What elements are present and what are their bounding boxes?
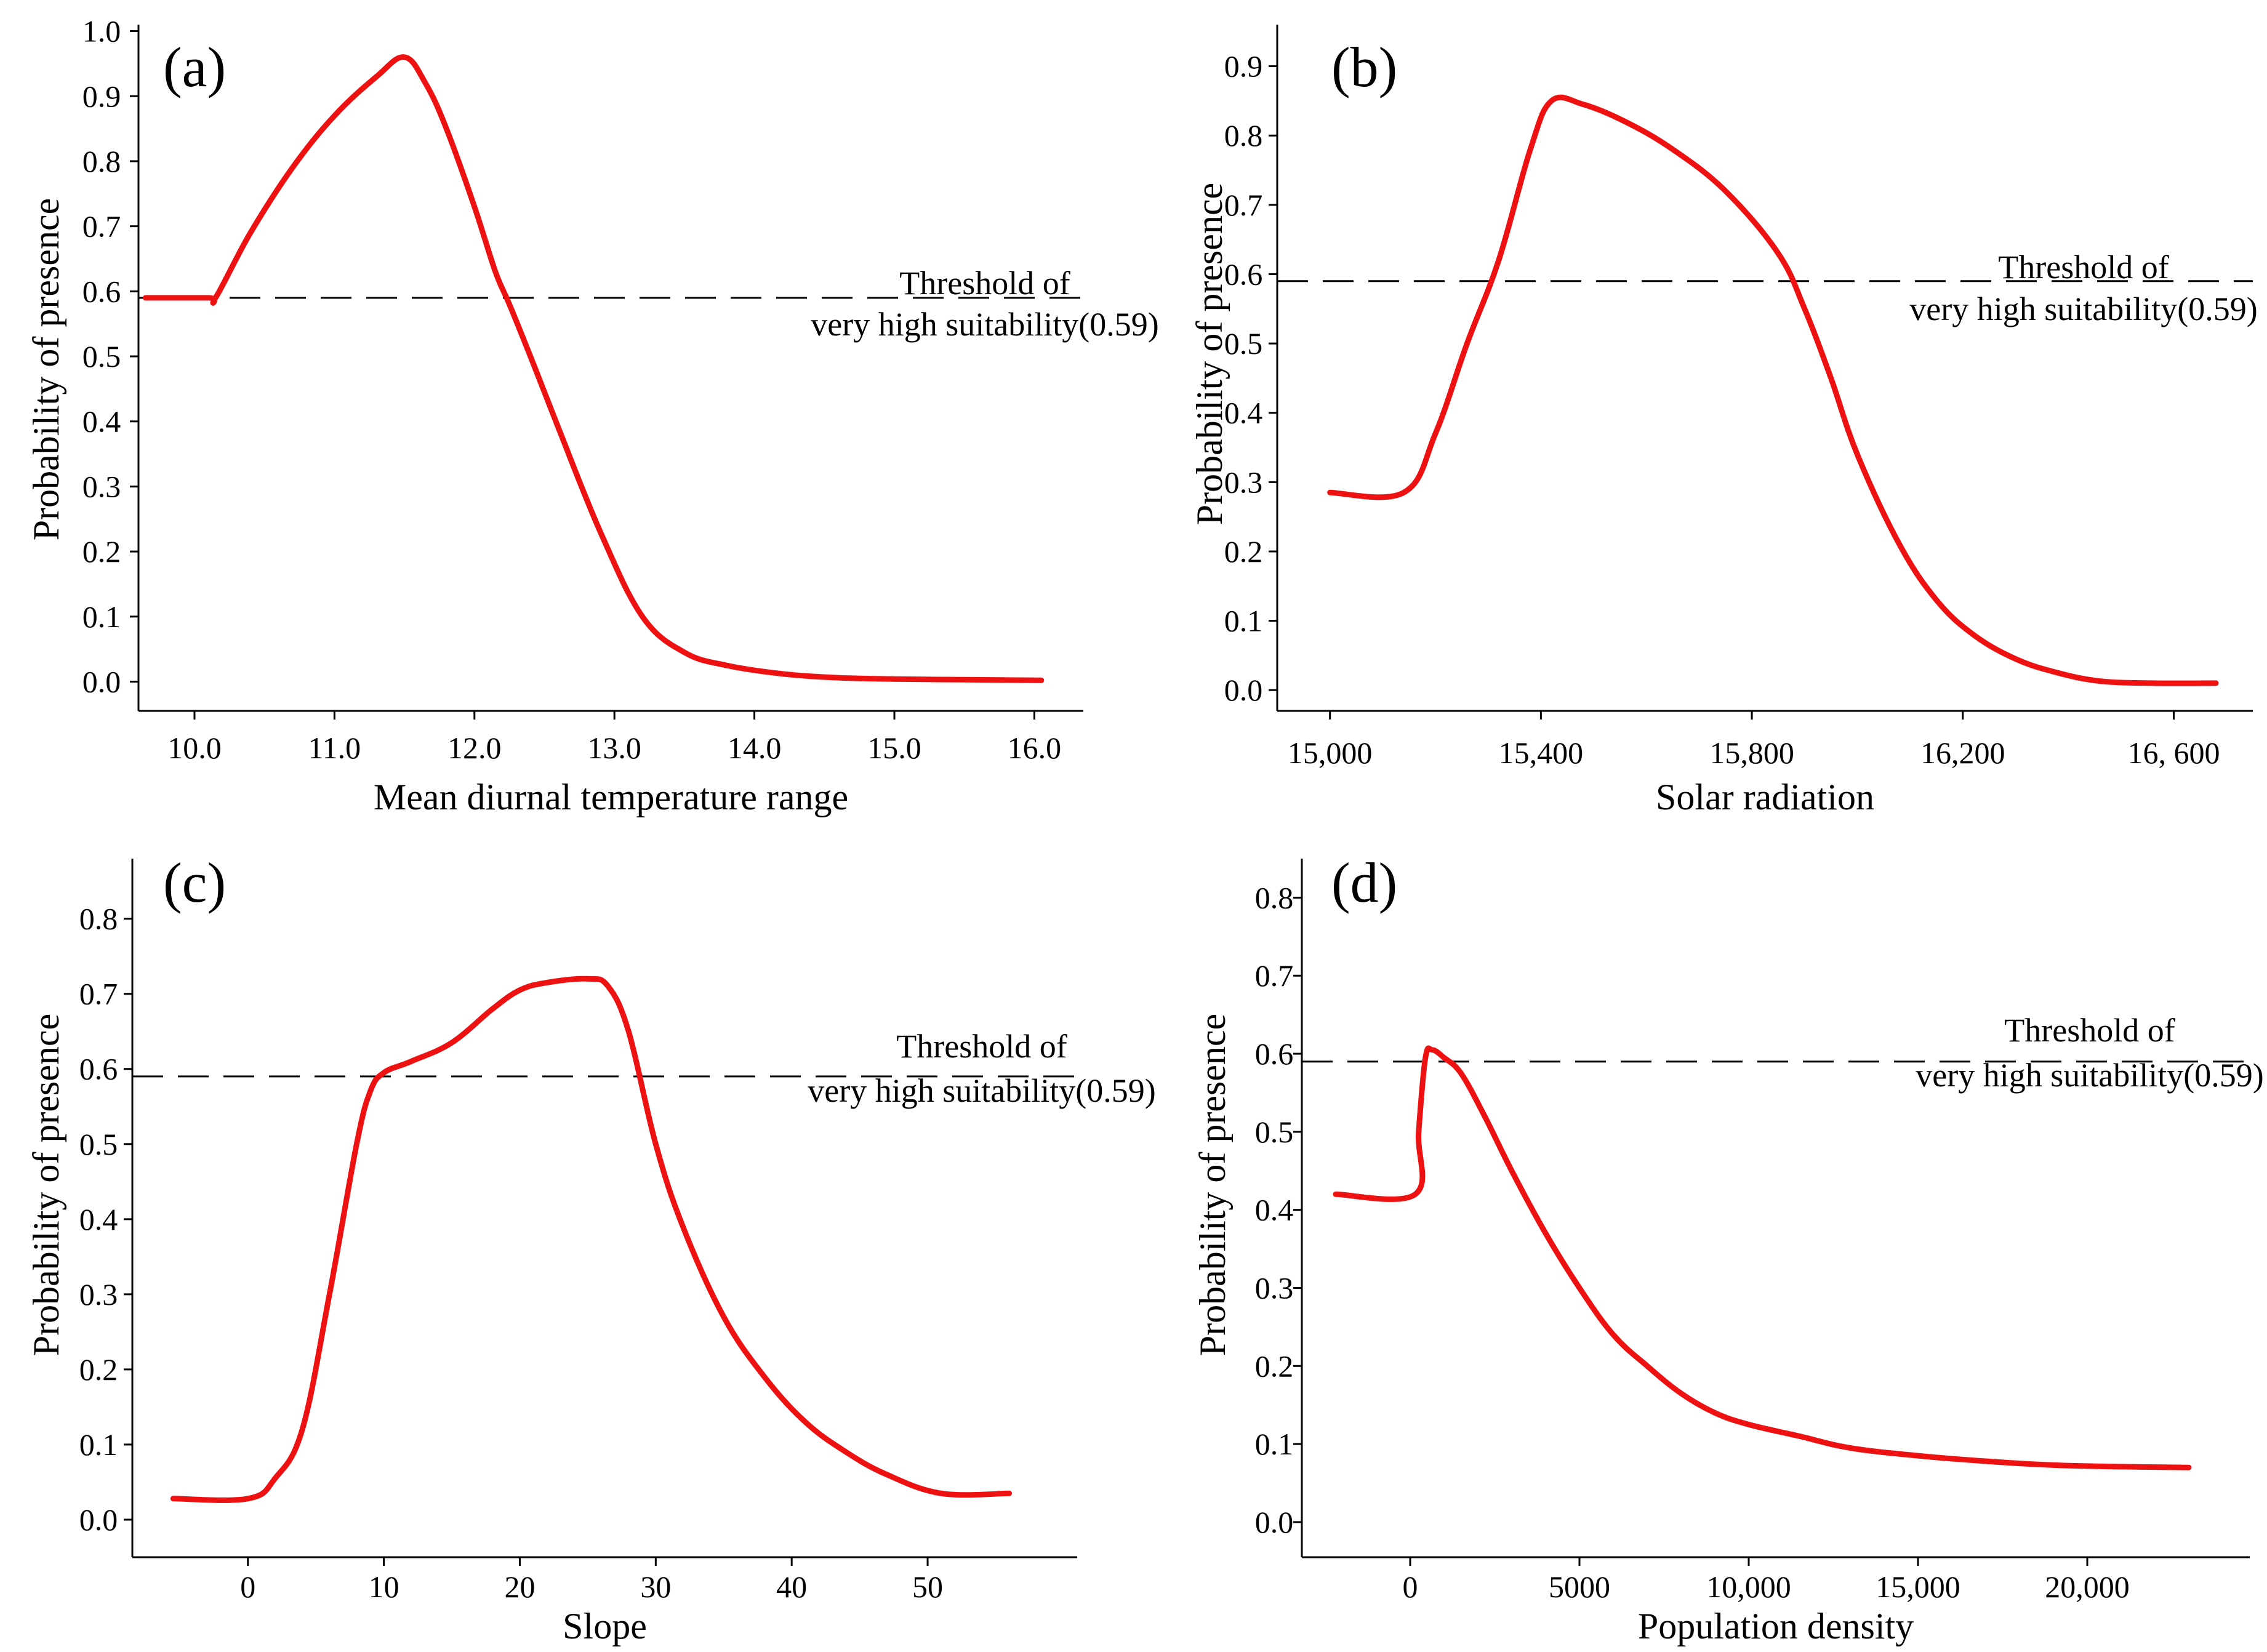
x-tick-label: 30	[640, 1570, 671, 1604]
response-curve-response	[1327, 94, 2219, 686]
y-tick-label: 0.5	[1224, 326, 1263, 361]
x-tick-label: 20	[504, 1570, 535, 1604]
y-tick-label: 0.6	[1224, 257, 1263, 291]
x-tick-label: 16.0	[1008, 731, 1062, 765]
y-tick-label: 0.0	[79, 1502, 118, 1537]
charts-container: 0.0 0.1 0.2 0.3 0.4 0.5 0.6 0.7 0.8 0.9 1.0 10.0 11.…	[26, 14, 2264, 1646]
x-tick-label: 10,000	[1706, 1570, 1791, 1604]
x-tick-label: 15.0	[867, 731, 921, 765]
x-tick-label: 12.0	[447, 731, 502, 765]
y-tick-label: 0.1	[1255, 1427, 1294, 1461]
y-tick-label: 0.6	[1255, 1037, 1294, 1071]
y-tick-label: 0.8	[79, 902, 118, 936]
y-tick-label: 0.0	[82, 664, 121, 699]
y-tick-label: 0.1	[79, 1427, 118, 1462]
threshold-label-line1: Threshold of	[899, 265, 1070, 302]
y-tick-label: 0.6	[79, 1052, 118, 1086]
y-tick-label: 0.3	[1255, 1270, 1294, 1305]
y-tick-label: 0.7	[82, 209, 121, 244]
x-tick-label: 0	[1403, 1570, 1418, 1604]
y-tick-label: 0.9	[82, 79, 121, 113]
y-tick-label: 0.7	[79, 977, 118, 1011]
chart-panel-d: 0.0 0.1 0.2 0.3 0.4 0.5 0.6 0.7 0.8 0 5000 10,000 15…	[1192, 851, 2264, 1646]
x-tick-label: 40	[776, 1570, 807, 1604]
y-tick-label: 0.4	[1255, 1193, 1294, 1227]
y-tick-label: 0.8	[1224, 118, 1263, 153]
y-tick-label: 0.7	[1224, 188, 1263, 222]
chart-panel-b: 0.0 0.1 0.2 0.3 0.4 0.5 0.6 0.7 0.8 0.9 15,000 15,4…	[1189, 25, 2258, 817]
threshold-label-line1: Threshold of	[2004, 1012, 2175, 1049]
y-tick-label: 0.4	[82, 404, 121, 439]
x-tick-label: 14.0	[728, 731, 782, 765]
x-tick-label: 15,400	[1499, 736, 1584, 770]
x-axis-label: Solar radiation	[1656, 777, 1874, 817]
threshold-label-line1: Threshold of	[1998, 249, 2169, 286]
y-tick-label: 0.4	[1224, 396, 1263, 430]
y-tick-label: 0.4	[79, 1202, 118, 1237]
chart-panel-c: 0.0 0.1 0.2 0.3 0.4 0.5 0.6 0.7 0.8 0 10 20 30 40 50 Sl…	[26, 851, 1156, 1646]
x-tick-label: 5000	[1549, 1570, 1610, 1604]
y-tick-label: 0.1	[82, 599, 121, 634]
response-curve-response	[142, 54, 1045, 683]
y-tick-label: 0.8	[82, 144, 121, 178]
threshold-label-line1: Threshold of	[896, 1028, 1067, 1065]
x-axis-label: Population density	[1638, 1606, 1914, 1646]
y-tick-label: 0.7	[1255, 958, 1294, 993]
threshold-label-line2: very high suitability(0.59)	[1909, 291, 2257, 327]
y-tick-label: 0.5	[82, 339, 121, 374]
y-tick-label: 0.3	[1224, 465, 1263, 499]
x-tick-label: 15,800	[1709, 736, 1794, 770]
response-curve-response	[170, 976, 1013, 1503]
x-tick-label: 15,000	[1876, 1570, 1960, 1604]
panel-label: (b)	[1331, 36, 1397, 98]
y-tick-label: 0.2	[1224, 534, 1263, 569]
x-tick-label: 16, 600	[2127, 736, 2220, 770]
threshold-label-line2: very high suitability(0.59)	[811, 306, 1158, 343]
x-tick-label: 20,000	[2045, 1570, 2130, 1604]
threshold-label-line2: very high suitability(0.59)	[808, 1072, 1155, 1109]
y-tick-label: 0.2	[79, 1352, 118, 1387]
y-axis-label: Probability of presence	[26, 1014, 66, 1357]
x-tick-label: 11.0	[308, 731, 361, 765]
y-tick-label: 0.3	[82, 469, 121, 503]
panel-label: (d)	[1331, 851, 1397, 914]
y-tick-label: 0.9	[1224, 49, 1263, 84]
x-axis-label: Mean diurnal temperature range	[374, 777, 848, 817]
x-tick-label: 0	[240, 1570, 255, 1604]
y-axis-label: Probability of presence	[26, 198, 66, 541]
x-axis-label: Slope	[563, 1606, 647, 1646]
y-tick-label: 0.0	[1255, 1505, 1294, 1539]
x-tick-label: 50	[912, 1570, 943, 1604]
y-tick-label: 0.5	[1255, 1115, 1294, 1149]
x-tick-label: 13.0	[587, 731, 641, 765]
y-tick-label: 0.1	[1224, 604, 1263, 638]
y-tick-label: 0.8	[1255, 880, 1294, 915]
panel-label: (c)	[163, 851, 226, 914]
chart-panel-a: 0.0 0.1 0.2 0.3 0.4 0.5 0.6 0.7 0.8 0.9 1.0 10.0 11.…	[26, 14, 1159, 817]
y-tick-label: 0.2	[1255, 1349, 1294, 1383]
response-curve-response	[1333, 1045, 2192, 1470]
y-tick-label: 0.5	[79, 1127, 118, 1161]
y-tick-label: 1.0	[82, 14, 121, 49]
threshold-label-line2: very high suitability(0.59)	[1916, 1057, 2263, 1094]
x-tick-label: 10.0	[167, 731, 222, 765]
y-tick-label: 0.6	[82, 274, 121, 308]
y-tick-label: 0.3	[79, 1277, 118, 1312]
panel-label: (a)	[163, 36, 226, 98]
x-tick-label: 15,000	[1288, 736, 1373, 770]
y-axis-label: Probability of presence	[1189, 183, 1230, 526]
x-tick-label: 10	[369, 1570, 399, 1604]
y-axis-label: Probability of presence	[1192, 1014, 1233, 1357]
y-tick-label: 0.2	[82, 534, 121, 569]
x-tick-label: 16,200	[1920, 736, 2005, 770]
y-tick-label: 0.0	[1224, 673, 1263, 707]
